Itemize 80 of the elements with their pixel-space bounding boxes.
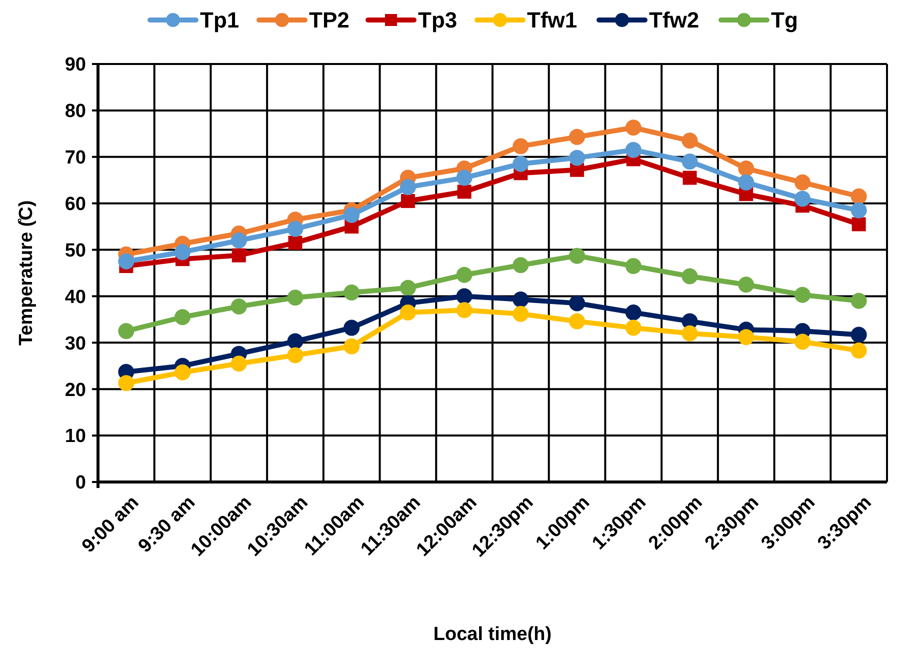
point [287, 290, 304, 306]
point [512, 156, 529, 172]
y-tick-label: 60 [64, 194, 86, 215]
point [118, 253, 134, 270]
point [174, 309, 191, 326]
legend-label: TP2 [309, 8, 350, 33]
y-tick-label: 80 [64, 101, 86, 122]
point [400, 194, 415, 208]
point [794, 190, 810, 207]
point [850, 202, 867, 218]
legend-label: Tg [771, 8, 798, 33]
point [682, 268, 698, 284]
y-tick-label: 20 [64, 380, 86, 401]
point [569, 295, 586, 312]
point [400, 280, 416, 296]
point [344, 206, 360, 223]
point [738, 174, 754, 190]
point [625, 304, 642, 320]
point [174, 244, 191, 260]
point [456, 266, 472, 283]
point [287, 220, 304, 237]
point [456, 302, 472, 318]
point [569, 313, 586, 330]
point [457, 184, 472, 199]
point [232, 248, 246, 262]
point [794, 286, 810, 303]
legend-label: Tp3 [418, 8, 458, 33]
point [344, 320, 360, 336]
point [794, 334, 810, 350]
point [682, 325, 698, 342]
point [456, 170, 472, 186]
point [512, 291, 529, 308]
point [625, 142, 642, 158]
point [288, 236, 302, 250]
point [738, 160, 754, 176]
x-axis-title: Local time(h) [433, 624, 552, 645]
point [400, 304, 416, 320]
point [118, 323, 134, 340]
point [344, 284, 360, 301]
y-axis-title: Temperature (̊C) [16, 200, 37, 346]
point [400, 179, 416, 196]
point [682, 132, 698, 149]
y-tick-label: 0 [75, 472, 86, 494]
point [569, 128, 586, 145]
point [625, 258, 642, 274]
point [230, 232, 247, 248]
point [738, 276, 754, 293]
y-tick-label: 40 [64, 286, 86, 308]
point [287, 347, 304, 364]
legend-label: Tfw2 [649, 8, 700, 33]
point [569, 150, 586, 166]
point [794, 174, 810, 190]
point [738, 329, 754, 346]
point [174, 364, 191, 380]
point [625, 120, 642, 136]
point [456, 288, 472, 304]
y-tick-label: 10 [64, 426, 86, 448]
point [850, 342, 867, 359]
point [852, 217, 866, 232]
point [569, 248, 586, 264]
y-tick-label: 90 [64, 54, 86, 76]
point [230, 298, 247, 314]
legend-label: Tfw1 [527, 8, 578, 33]
point [512, 257, 529, 274]
y-tick-label: 50 [64, 240, 86, 262]
point [850, 292, 867, 309]
point [118, 375, 134, 392]
point [625, 320, 642, 336]
point [850, 188, 867, 204]
point [682, 154, 698, 170]
point [850, 326, 867, 343]
point [230, 356, 247, 372]
y-tick-label: 70 [64, 148, 86, 169]
y-tick-label: 30 [64, 333, 86, 354]
point [682, 170, 697, 185]
point [344, 338, 360, 354]
point [512, 138, 529, 154]
legend-label: Tp1 [200, 8, 240, 33]
point [512, 306, 529, 322]
point [287, 333, 304, 350]
